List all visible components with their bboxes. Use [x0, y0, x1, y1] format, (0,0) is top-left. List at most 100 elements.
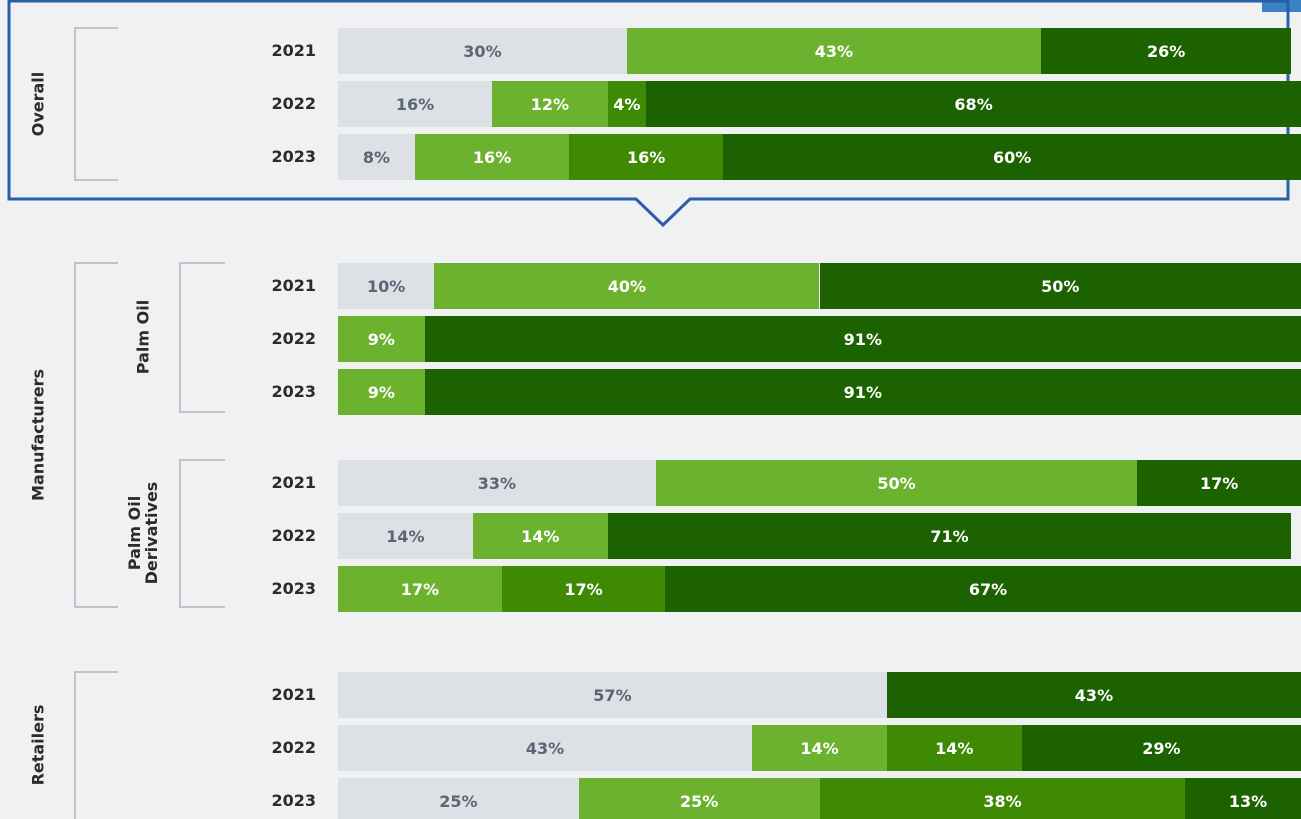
value-label: 25% — [439, 791, 478, 811]
value-label: 14% — [935, 738, 974, 758]
bar-segment: 16% — [415, 134, 570, 180]
value-label: 91% — [843, 329, 882, 349]
value-label: 43% — [525, 738, 565, 758]
bracket — [179, 459, 225, 608]
value-label: 67% — [968, 579, 1008, 599]
value-label: 14% — [386, 526, 425, 546]
value-label: 16% — [627, 147, 666, 167]
value-label: 43% — [1074, 685, 1114, 705]
bar-segment: 25% — [338, 778, 579, 819]
bar-segment: 40% — [434, 263, 820, 309]
value-label: 17% — [400, 579, 439, 599]
bar-segment: 12% — [492, 81, 608, 127]
year-label: 2021 — [271, 473, 316, 492]
bar-segment: 16% — [338, 81, 493, 127]
bar-segment: 17% — [501, 566, 666, 612]
value-label: 9% — [367, 382, 395, 402]
value-label: 4% — [613, 94, 641, 114]
value-label: 40% — [607, 276, 647, 296]
bar-segment: 68% — [646, 81, 1301, 127]
bar-segment: 30% — [338, 28, 627, 74]
bar-segment: 25% — [578, 778, 820, 819]
value-label: 30% — [463, 41, 502, 61]
bar-segment: 50% — [655, 460, 1138, 506]
bar-segment: 43% — [886, 672, 1301, 718]
year-label: 2023 — [271, 382, 316, 401]
year-label: 2023 — [271, 791, 316, 810]
bar-segment: 60% — [723, 134, 1301, 180]
value-label: 14% — [800, 738, 839, 758]
year-label: 2023 — [271, 147, 316, 166]
bar-segment: 17% — [1137, 460, 1301, 506]
value-label: 26% — [1147, 41, 1186, 61]
bar-segment: 67% — [665, 566, 1301, 612]
bracket — [74, 27, 118, 181]
bar-segment: 10% — [338, 263, 435, 309]
bracket — [74, 262, 118, 608]
value-label: 12% — [530, 94, 569, 114]
bar-segment: 17% — [338, 566, 502, 612]
bar-segment: 9% — [338, 316, 425, 362]
bar-segment: 71% — [607, 513, 1292, 559]
bar-segment: 29% — [1021, 725, 1301, 771]
bar-segment: 91% — [424, 316, 1301, 362]
bar-segment: 9% — [338, 369, 425, 415]
bar-segment: 13% — [1185, 778, 1301, 819]
value-label: 57% — [593, 685, 632, 705]
value-label: 60% — [992, 147, 1032, 167]
bar-segment: 4% — [607, 81, 647, 127]
value-label: 33% — [477, 473, 517, 493]
bar-segment: 57% — [338, 672, 887, 718]
value-label: 68% — [954, 94, 993, 114]
year-label: 2021 — [271, 685, 316, 704]
bracket — [179, 262, 225, 413]
bar-segment: 43% — [626, 28, 1041, 74]
value-label: 38% — [983, 791, 1022, 811]
year-label: 2022 — [271, 329, 316, 348]
value-label: 50% — [1041, 276, 1080, 296]
group-label: Manufacturers — [28, 369, 48, 501]
bar-segment: 38% — [819, 778, 1186, 819]
year-label: 2021 — [271, 276, 316, 295]
bar-segment: 91% — [424, 369, 1301, 415]
value-label: 16% — [472, 147, 512, 167]
bar-segment: 14% — [886, 725, 1022, 771]
year-label: 2021 — [271, 41, 316, 60]
bar-segment: 16% — [569, 134, 724, 180]
bar-segment: 14% — [472, 513, 608, 559]
subgroup-label: Palm Oil Derivatives — [125, 481, 161, 585]
value-label: 71% — [930, 526, 969, 546]
group-label: Overall — [28, 71, 48, 137]
year-label: 2022 — [271, 94, 316, 113]
value-label: 16% — [395, 94, 435, 114]
bar-segment: 43% — [338, 725, 753, 771]
value-label: 14% — [521, 526, 560, 546]
value-label: 13% — [1228, 791, 1268, 811]
group-label: Retailers — [28, 704, 48, 786]
tab — [1262, 0, 1301, 12]
year-label: 2022 — [271, 526, 316, 545]
value-label: 17% — [564, 579, 603, 599]
value-label: 91% — [843, 382, 882, 402]
value-label: 9% — [367, 329, 395, 349]
value-label: 50% — [877, 473, 916, 493]
value-label: 17% — [1199, 473, 1239, 493]
year-label: 2022 — [271, 738, 316, 757]
bracket — [74, 671, 118, 819]
year-label: 2023 — [271, 579, 316, 598]
bar-segment: 50% — [819, 263, 1301, 309]
value-label: 25% — [679, 791, 719, 811]
bar-segment: 14% — [752, 725, 887, 771]
bar-segment: 26% — [1040, 28, 1292, 74]
value-label: 10% — [367, 276, 406, 296]
brackets — [74, 27, 225, 819]
bar-segment: 14% — [338, 513, 473, 559]
subgroup-label: Palm Oil — [133, 299, 153, 375]
bar-segment: 33% — [338, 460, 656, 506]
value-label: 43% — [814, 41, 854, 61]
bar-segment: 8% — [338, 134, 416, 180]
value-label: 8% — [362, 147, 391, 167]
value-label: 29% — [1142, 738, 1181, 758]
